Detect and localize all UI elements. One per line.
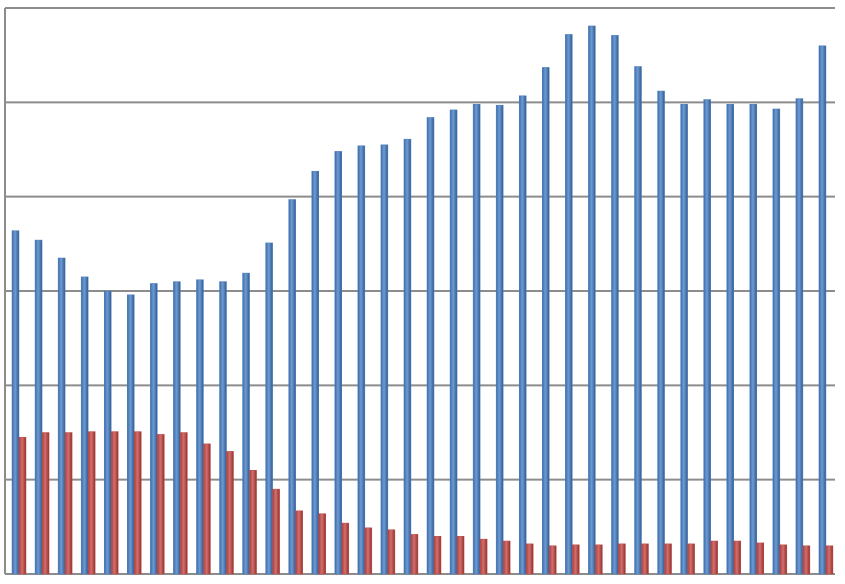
bar [680, 103, 688, 575]
bar [542, 67, 550, 575]
bar [288, 199, 296, 575]
bar [403, 138, 412, 575]
bar [249, 469, 257, 575]
bar [449, 109, 458, 575]
bar [80, 276, 89, 575]
bar [196, 279, 204, 575]
bar [618, 543, 626, 575]
bar [456, 536, 465, 575]
bar [311, 170, 319, 575]
bar [472, 103, 481, 575]
bar [664, 543, 672, 575]
bar [595, 544, 603, 575]
bar [341, 522, 350, 575]
bar [226, 451, 234, 575]
bar [242, 272, 250, 575]
bar [495, 104, 504, 575]
bar [265, 242, 273, 575]
bar [634, 66, 642, 575]
bar [525, 543, 534, 575]
bar [318, 513, 326, 575]
bar [726, 103, 734, 575]
bar [150, 283, 158, 575]
bar [41, 432, 50, 575]
bar [364, 527, 373, 575]
bar [703, 99, 711, 575]
bar [11, 230, 20, 575]
bar [103, 290, 112, 575]
bar [219, 281, 227, 575]
bar [802, 545, 811, 575]
bar [380, 144, 389, 575]
bar [818, 45, 827, 575]
bar [64, 432, 73, 575]
bar [18, 436, 27, 575]
bar [733, 540, 741, 575]
bar [502, 540, 511, 575]
bar [295, 510, 303, 575]
bar [518, 95, 527, 575]
bar [34, 239, 43, 575]
bar [173, 281, 181, 575]
bar [334, 151, 343, 575]
bar [565, 34, 573, 575]
bar [641, 543, 649, 575]
bar [572, 544, 580, 575]
bar [772, 108, 781, 575]
bar [272, 488, 280, 575]
bar [180, 432, 188, 575]
bar [357, 145, 366, 575]
bar [87, 431, 96, 575]
bar [795, 98, 804, 575]
bar [57, 257, 66, 575]
bar [549, 545, 557, 575]
bar [387, 529, 396, 575]
bar [134, 431, 142, 575]
bar [749, 103, 758, 575]
bar [426, 117, 435, 575]
bar [479, 538, 488, 575]
bar [710, 540, 718, 575]
bar [825, 545, 834, 575]
bar [779, 544, 788, 575]
bar [657, 90, 665, 575]
bar [756, 542, 765, 575]
bar [687, 543, 695, 575]
bar [588, 25, 596, 575]
bar [433, 536, 442, 575]
bar [410, 534, 419, 575]
bar [110, 431, 119, 575]
bar [203, 443, 211, 575]
bar [611, 35, 619, 575]
bar [157, 434, 165, 575]
bar [127, 294, 135, 575]
